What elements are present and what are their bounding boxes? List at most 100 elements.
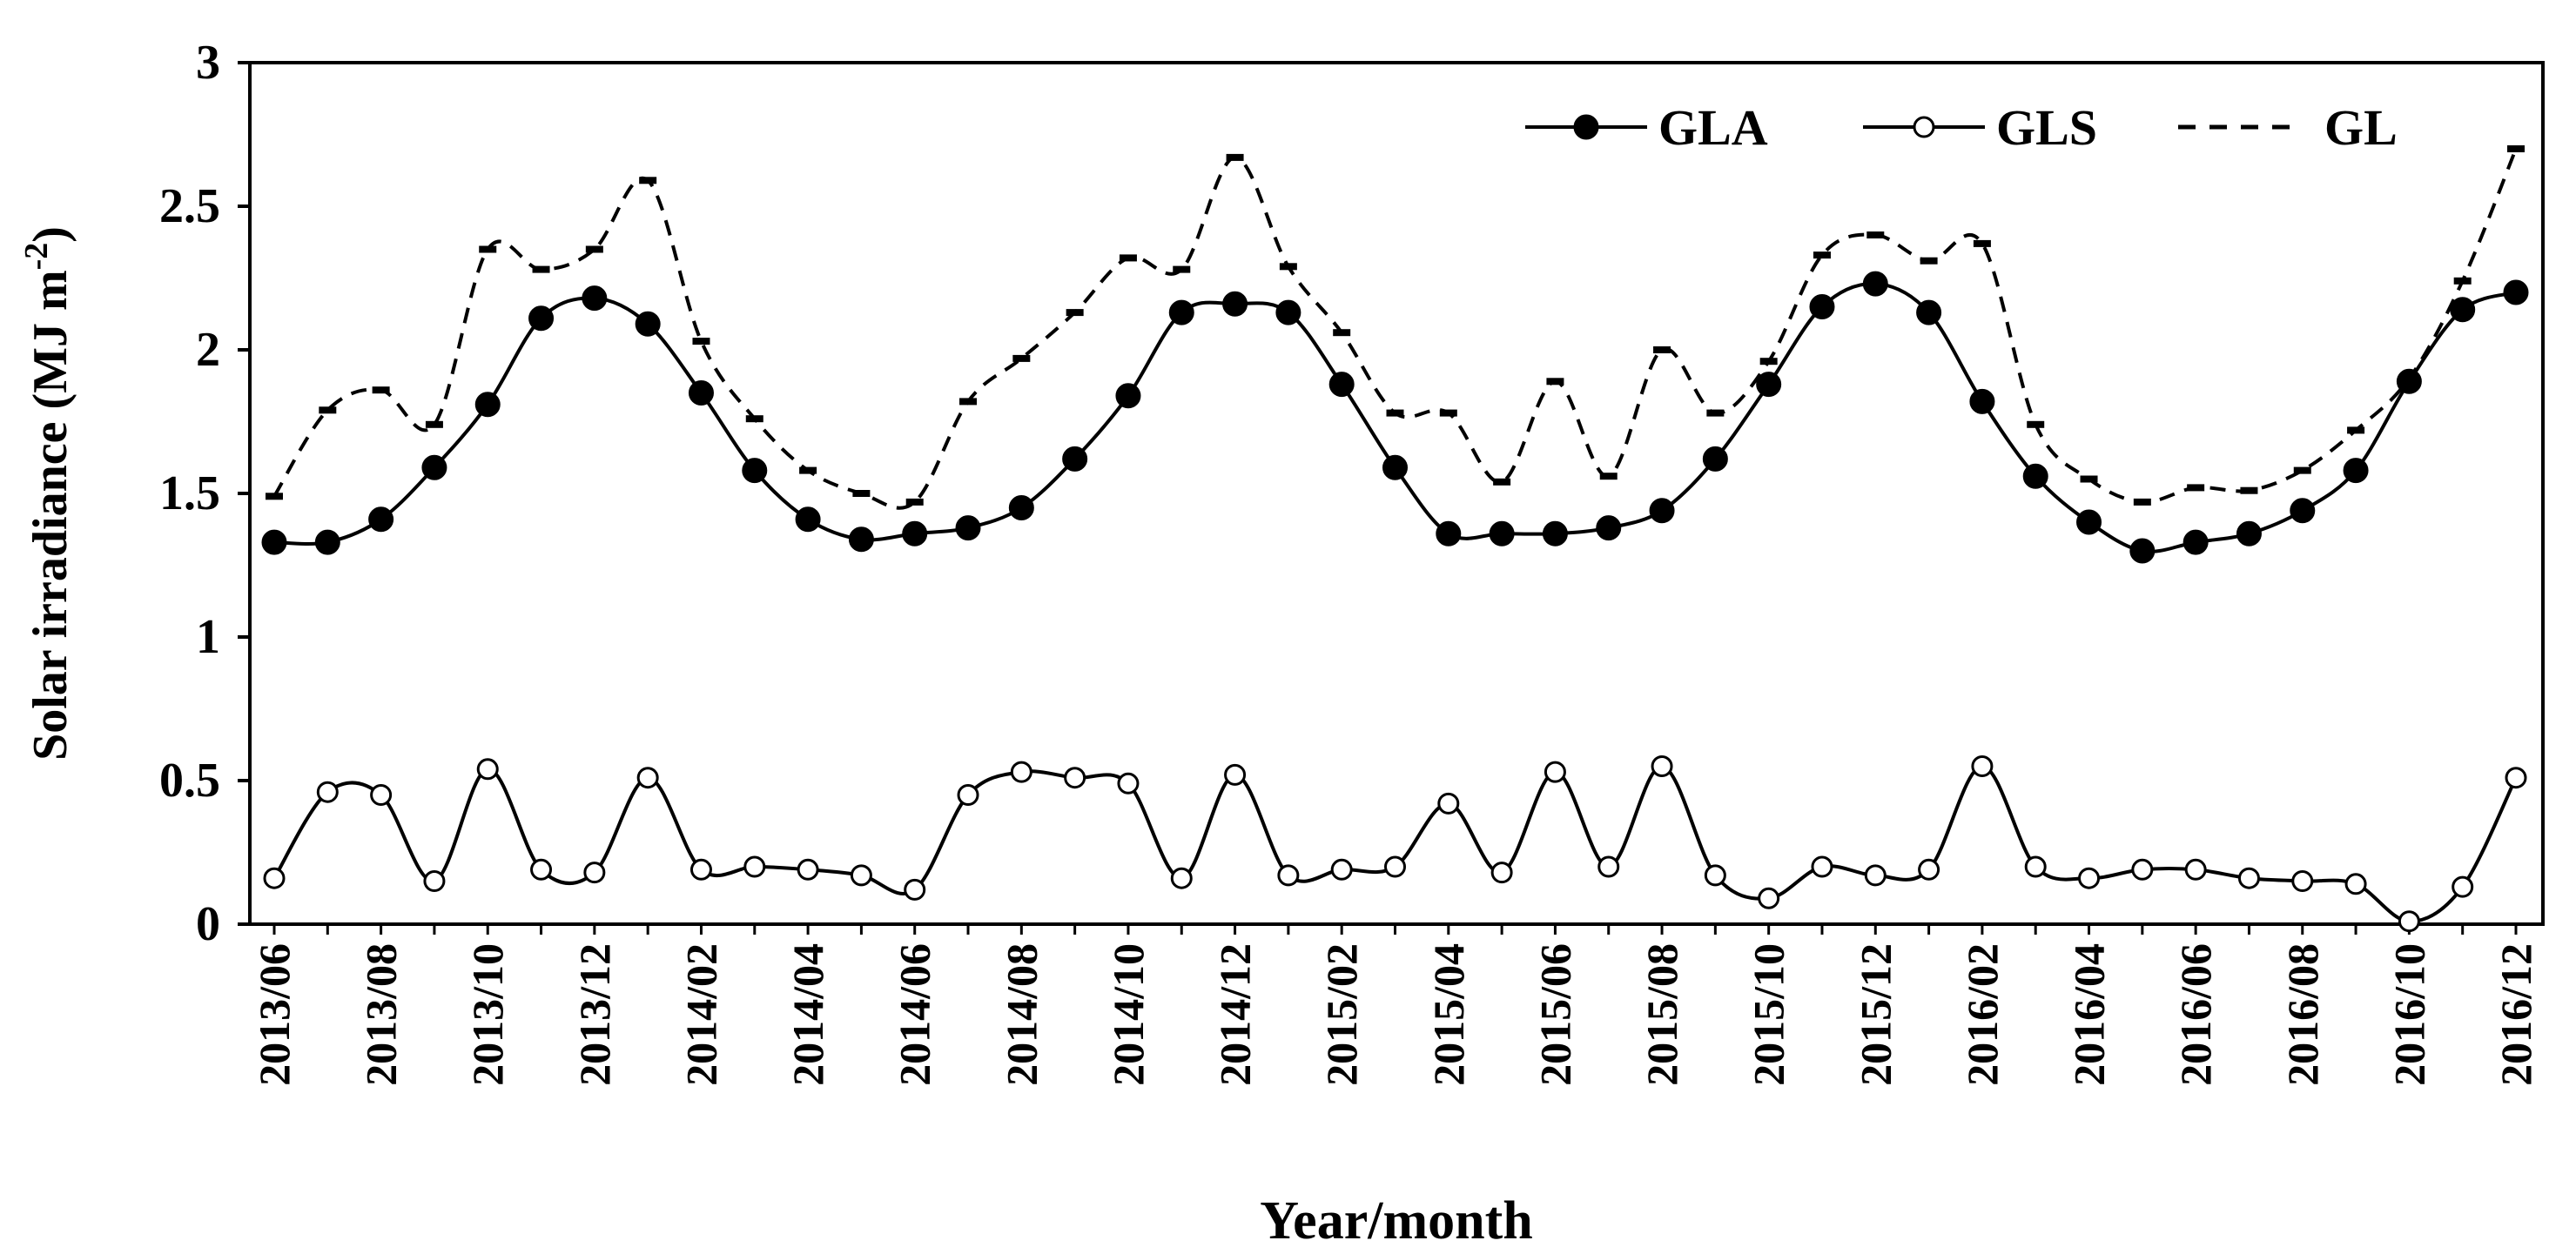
series-gls-point [1544, 761, 1566, 783]
legend-item-gls: GLS [1863, 99, 2097, 156]
series-gls-point [1651, 755, 1673, 777]
series-gls-point [1330, 858, 1353, 881]
series-gl-point [2080, 475, 2098, 483]
series-gl-point [585, 245, 603, 253]
series-gl-point [1333, 329, 1351, 337]
legend-label-gl: GL [2324, 99, 2398, 156]
series-gla-point [2022, 463, 2048, 489]
series-gls-point [636, 767, 659, 789]
series-gls-point [1277, 864, 1300, 887]
series-gls-point [1437, 792, 1460, 815]
series-gla-point [1168, 299, 1194, 325]
y-tick-label: 2 [196, 323, 220, 377]
series-gls-point [904, 878, 926, 901]
series-gla-point [1862, 271, 1888, 297]
series-gla-point [2503, 279, 2529, 305]
x-tick-label: 2014/02 [676, 943, 725, 1086]
series-gls-point [2291, 870, 2314, 892]
series-gls-point [263, 867, 286, 889]
series-gls-point [797, 858, 819, 881]
series-gls-point [1597, 855, 1620, 878]
series-gl-point [479, 245, 497, 253]
legend: GLA GLS GL [1525, 99, 2398, 156]
series-gla-point [1008, 495, 1034, 520]
series-gls-point [1384, 855, 1406, 878]
series-gls-point [957, 784, 979, 806]
series-gl-point [2400, 375, 2418, 382]
series-gla-point [1062, 446, 1088, 472]
series-gla-point [474, 392, 501, 418]
series-gl-point [1920, 257, 1938, 265]
series-gla-line [273, 282, 2517, 553]
series-gla-point [2290, 498, 2316, 524]
series-gla-point [1222, 291, 1248, 317]
x-tick-label: 2016/02 [1958, 943, 2007, 1086]
series-gla-point [1649, 498, 1675, 524]
series-gl-point [1279, 263, 1297, 271]
y-axis-label-superscript: -2 [18, 243, 55, 271]
x-tick-label: 2016/06 [2171, 943, 2220, 1086]
series-gl-line [272, 148, 2518, 510]
x-tick-label: 2014/12 [1211, 943, 1260, 1086]
series-gl-point [1599, 473, 1618, 480]
series-gl-point [745, 415, 763, 423]
x-tick-label: 2013/08 [357, 943, 406, 1086]
series-gla-point [1969, 388, 1995, 414]
series-gl-point [852, 490, 871, 497]
series-gls-point [2237, 867, 2260, 889]
series-gls-point [1490, 862, 1513, 884]
series-gl-point [1866, 231, 1885, 238]
y-tick-label: 3 [196, 36, 220, 90]
x-tick-label: 2015/06 [1530, 943, 1579, 1086]
series-gl-point [1386, 409, 1404, 417]
x-tick-label: 2014/10 [1104, 943, 1153, 1086]
series-gl-point [1066, 309, 1084, 317]
x-tick-label: 2015/02 [1317, 943, 1366, 1086]
y-axis-label-close: ) [24, 226, 77, 243]
series-gla-point [528, 305, 555, 332]
plot-area-frame [248, 61, 2545, 926]
series-gla-point [1916, 299, 1942, 325]
series-gla-point [582, 285, 608, 312]
x-tick-label: 2014/06 [891, 943, 939, 1086]
series-gls-point [2452, 875, 2474, 898]
x-tick-label: 2013/12 [570, 943, 619, 1086]
legend-marker-gla [1573, 114, 1599, 140]
legend-marker-gls [1913, 116, 1935, 138]
series-gls-point [1918, 858, 1940, 881]
x-tick-label: 2016/10 [2384, 943, 2433, 1086]
series-gl-point [1119, 254, 1137, 262]
x-tick-label: 2015/10 [1745, 943, 1793, 1086]
series-gl-point [2240, 486, 2258, 494]
series-gla-point [1542, 520, 1568, 547]
series-gl-point [319, 406, 337, 414]
series-gla-point [1809, 294, 1835, 319]
y-tick-label: 1.5 [159, 466, 220, 520]
legend-item-gla: GLA [1525, 99, 1768, 156]
legend-item-gl: GL [2178, 99, 2398, 156]
series-gls-point [2344, 873, 2367, 895]
series-gls-point [689, 858, 712, 881]
series-gls-point [1864, 864, 1887, 887]
series-gls-point [1117, 772, 1140, 795]
series-gls-point [370, 784, 393, 806]
series-gla-point [261, 529, 287, 555]
x-tick-label: 2014/08 [997, 943, 1046, 1086]
series-gl-point [2347, 426, 2365, 434]
series-gla-point [1275, 299, 1301, 325]
series-gl-point [1546, 378, 1564, 386]
series-gl-point [1012, 354, 1031, 362]
series-gl-point [1973, 239, 1991, 247]
series-gls-point [1811, 855, 1833, 878]
series-gl-point [799, 466, 817, 474]
series-layer [261, 145, 2529, 933]
series-gl-point [532, 265, 550, 273]
series-gl-point [639, 177, 657, 184]
series-gla-point [2236, 520, 2262, 547]
series-gl-point [1759, 358, 1778, 365]
series-gla-point [742, 458, 768, 484]
y-axis: 0 0.5 1 1.5 2 2.5 3 [159, 36, 250, 951]
series-gl-point [2027, 420, 2045, 428]
x-tick-label: 2015/08 [1638, 943, 1686, 1086]
series-gl-point [1813, 251, 1831, 259]
